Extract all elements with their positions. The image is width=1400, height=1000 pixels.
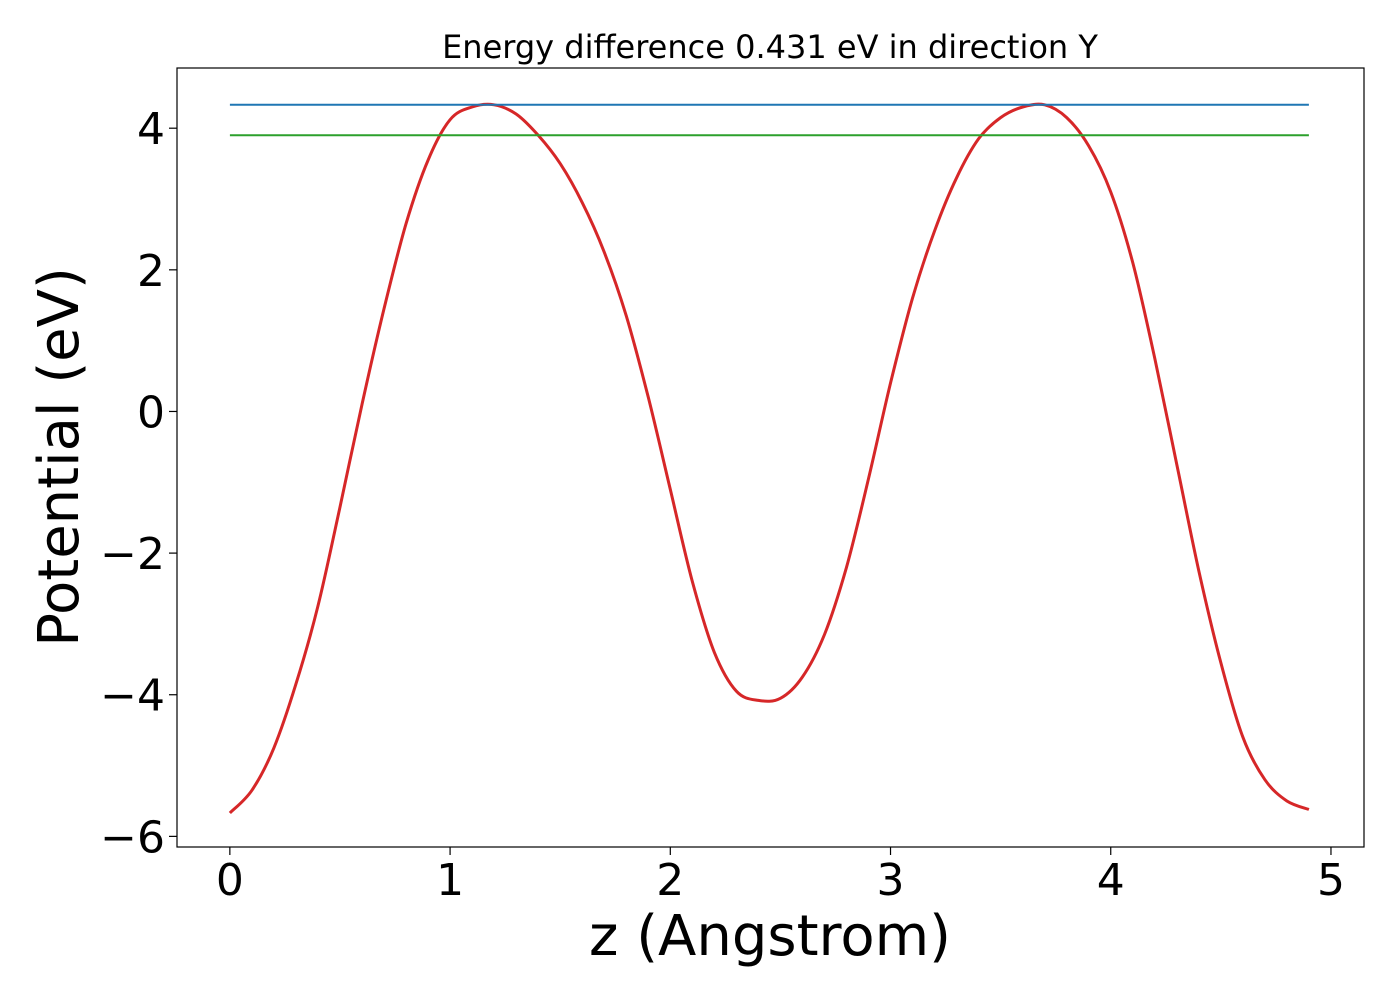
chart-title: Energy difference 0.431 eV in direction … <box>442 28 1098 66</box>
y-tick-label: −4 <box>100 671 165 722</box>
y-axis-label: Potential (eV) <box>27 267 92 647</box>
x-axis-label: z (Angstrom) <box>589 904 951 969</box>
y-tick-label: −2 <box>100 529 165 580</box>
plot-frame <box>176 67 1365 848</box>
x-tick-label: 1 <box>436 855 464 906</box>
plot-lines <box>228 102 1310 815</box>
y-tick-label: 4 <box>137 104 165 155</box>
x-tick-label: 2 <box>656 855 684 906</box>
y-axis-ticks: −6 −4 −2 0 2 4 <box>100 104 177 863</box>
series-line-0 <box>228 102 1310 815</box>
x-tick-label: 0 <box>216 855 244 906</box>
x-tick-label: 3 <box>877 855 905 906</box>
y-tick-label: 0 <box>137 387 165 438</box>
x-tick-label: 4 <box>1097 855 1125 906</box>
x-tick-label: 5 <box>1317 855 1345 906</box>
x-axis-ticks: 0 1 2 3 4 5 <box>216 847 1345 906</box>
y-tick-label: −6 <box>100 812 165 863</box>
y-tick-label: 2 <box>137 246 165 297</box>
